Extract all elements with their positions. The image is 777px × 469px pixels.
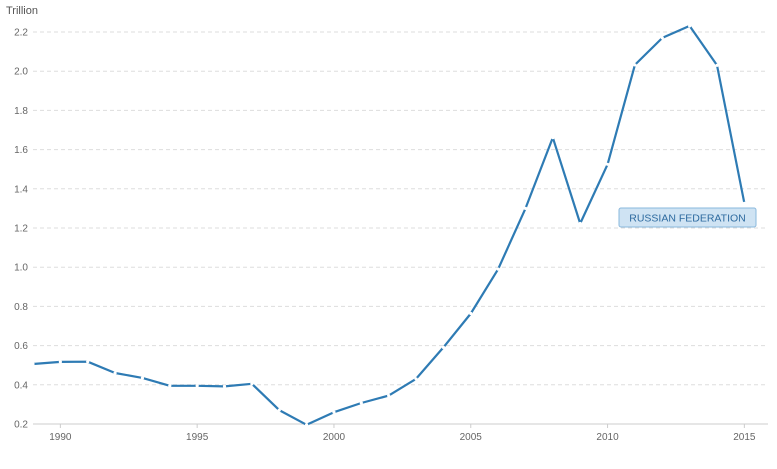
y-unit-label: Trillion (6, 5, 38, 17)
data-point (715, 63, 719, 67)
series-group (31, 24, 746, 427)
y-tick-label: 1.6 (14, 145, 28, 156)
data-point (551, 136, 555, 140)
data-point (688, 24, 692, 28)
data-point (250, 382, 254, 386)
data-point (168, 384, 172, 388)
data-point (359, 401, 363, 405)
data-point (660, 36, 664, 40)
x-tick-label: 1995 (186, 432, 209, 443)
series-label-text: RUSSIAN FEDERATION (629, 213, 745, 225)
x-tick-label: 1990 (49, 432, 72, 443)
data-point (277, 408, 281, 412)
y-tick-label: 0.2 (14, 420, 28, 431)
data-point (578, 221, 582, 226)
data-point (605, 162, 610, 166)
data-point (496, 267, 500, 271)
x-tick-label: 2005 (460, 432, 483, 443)
x-axis-ticks: 1990 1995 2000 2005 2010 2015 (49, 424, 756, 443)
data-point (140, 376, 145, 380)
data-point (58, 360, 62, 364)
data-point (195, 384, 199, 388)
x-tick-label: 2015 (733, 432, 756, 443)
y-axis-ticks: 0.2 0.4 0.6 0.8 1.0 1.2 1.4 1.6 1.8 2.0 2.2 (14, 28, 28, 431)
series-label-badge-box (618, 207, 757, 228)
y-tick-label: 2.0 (14, 67, 28, 78)
y-tick-label: 2.2 (14, 28, 28, 39)
y-tick-label: 0.8 (14, 302, 28, 313)
data-point (742, 201, 746, 205)
data-point (633, 63, 637, 67)
data-point (332, 410, 336, 414)
y-tick-label: 0.4 (14, 380, 28, 391)
y-tick-label: 1.8 (14, 106, 28, 117)
data-point (441, 345, 445, 349)
gridlines (33, 31, 768, 386)
data-point (387, 393, 391, 398)
y-tick-label: 1.0 (14, 263, 28, 274)
series-label-badge[interactable]: RUSSIAN FEDERATION (618, 207, 757, 228)
data-point (305, 423, 309, 427)
x-tick-label: 2010 (596, 432, 619, 443)
x-tick-label: 2000 (323, 432, 346, 443)
data-point (523, 206, 528, 210)
data-point (113, 371, 117, 375)
data-point (31, 362, 35, 366)
y-tick-label: 1.2 (14, 224, 28, 235)
y-tick-label: 1.4 (14, 184, 28, 195)
y-tick-label: 0.6 (14, 341, 28, 352)
data-point (414, 377, 418, 381)
data-point (469, 311, 473, 316)
data-point (86, 360, 90, 364)
data-point (222, 384, 227, 388)
